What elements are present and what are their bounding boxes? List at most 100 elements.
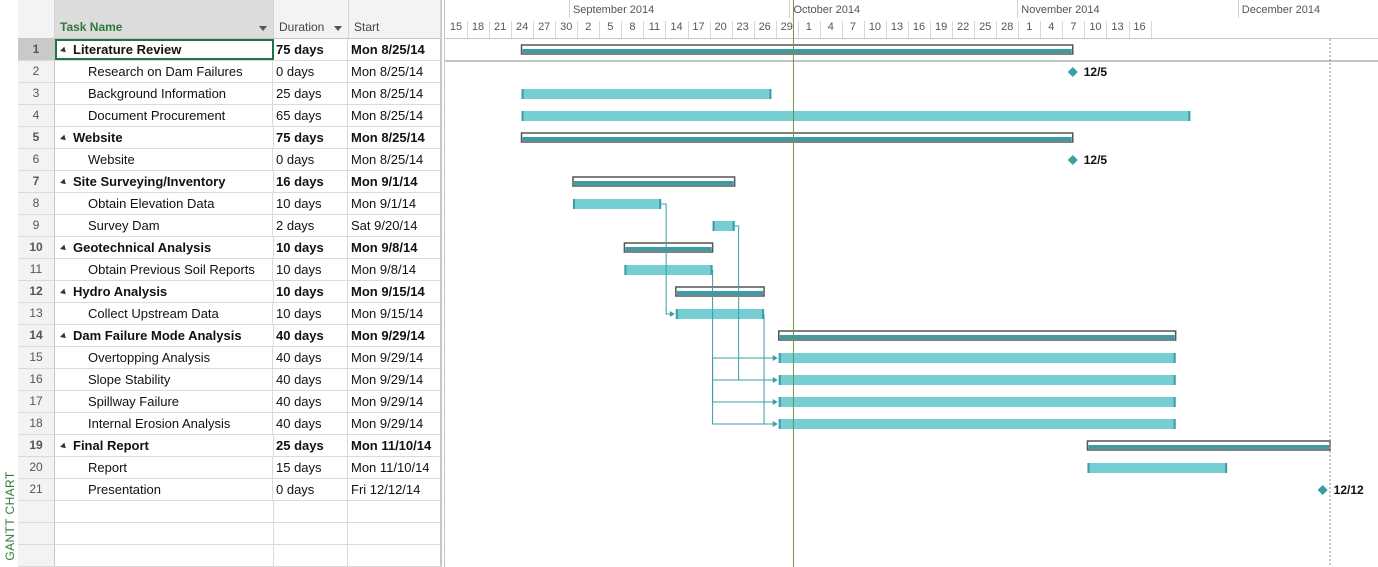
task-name-cell[interactable]: Obtain Previous Soil Reports xyxy=(55,259,273,280)
start-cell[interactable] xyxy=(349,501,441,522)
task-bar-end-mark[interactable] xyxy=(1173,353,1176,363)
task-bar-start-mark[interactable] xyxy=(624,265,627,275)
chevron-down-icon[interactable] xyxy=(334,26,342,31)
task-bar-start-mark[interactable] xyxy=(1087,463,1090,473)
row-id[interactable]: 7 xyxy=(18,171,55,192)
row-id[interactable]: 14 xyxy=(18,325,55,346)
task-name-cell[interactable]: Spillway Failure xyxy=(55,391,273,412)
task-bar[interactable] xyxy=(1087,463,1228,473)
summary-bar-fill[interactable] xyxy=(779,335,1175,339)
task-bar-end-mark[interactable] xyxy=(1173,419,1176,429)
row-id[interactable]: 4 xyxy=(18,105,55,126)
task-name-cell[interactable]: Slope Stability xyxy=(55,369,273,390)
start-cell[interactable]: Mon 9/1/14 xyxy=(349,193,441,214)
duration-cell[interactable] xyxy=(274,545,348,566)
task-bar-end-mark[interactable] xyxy=(1173,397,1176,407)
task-bar-start-mark[interactable] xyxy=(778,419,781,429)
collapse-triangle-icon[interactable] xyxy=(60,178,68,186)
duration-cell[interactable]: 0 days xyxy=(274,149,348,170)
task-name-cell[interactable]: Website xyxy=(55,127,274,148)
duration-cell[interactable]: 16 days xyxy=(274,171,348,192)
row-id[interactable]: 20 xyxy=(18,457,55,478)
empty-row[interactable] xyxy=(18,501,441,523)
start-cell[interactable]: Mon 9/8/14 xyxy=(349,259,441,280)
start-cell[interactable]: Mon 11/10/14 xyxy=(349,457,441,478)
summary-task-row[interactable]: 5 Website 75 days Mon 8/25/14 xyxy=(18,127,441,149)
task-row[interactable]: 13 Collect Upstream Data 10 days Mon 9/15/1… xyxy=(18,303,441,325)
task-name-column-header[interactable]: Task Name xyxy=(55,0,274,38)
task-name-cell[interactable]: Report xyxy=(55,457,273,478)
task-bar-end-mark[interactable] xyxy=(1188,111,1191,121)
collapse-triangle-icon[interactable] xyxy=(60,288,68,296)
task-row[interactable]: 4 Document Procurement 65 days Mon 8/25/14 xyxy=(18,105,441,127)
task-name-cell[interactable] xyxy=(55,523,274,544)
summary-bar-fill[interactable] xyxy=(1088,445,1329,449)
task-bar-start-mark[interactable] xyxy=(521,89,524,99)
start-cell[interactable] xyxy=(349,523,441,544)
start-cell[interactable]: Mon 8/25/14 xyxy=(349,105,441,126)
duration-cell[interactable]: 75 days xyxy=(274,127,348,148)
task-name-cell[interactable]: Obtain Elevation Data xyxy=(55,193,273,214)
row-id[interactable]: 21 xyxy=(18,479,55,500)
duration-cell[interactable]: 0 days xyxy=(274,479,348,500)
task-name-cell[interactable]: Research on Dam Failures xyxy=(55,61,273,82)
duration-cell[interactable]: 10 days xyxy=(274,281,348,302)
duration-cell[interactable]: 2 days xyxy=(274,215,348,236)
duration-cell[interactable]: 0 days xyxy=(274,61,348,82)
duration-cell[interactable]: 10 days xyxy=(274,303,348,324)
summary-bar-fill[interactable] xyxy=(625,247,712,251)
duration-column-header[interactable]: Duration xyxy=(274,0,349,38)
task-row[interactable]: 3 Background Information 25 days Mon 8/25/1… xyxy=(18,83,441,105)
start-cell[interactable]: Mon 9/8/14 xyxy=(349,237,441,258)
duration-cell[interactable]: 40 days xyxy=(274,413,348,434)
task-bar-start-mark[interactable] xyxy=(778,397,781,407)
summary-task-row[interactable]: 12 Hydro Analysis 10 days Mon 9/15/14 xyxy=(18,281,441,303)
start-cell[interactable]: Mon 8/25/14 xyxy=(349,39,441,60)
task-row[interactable]: 15 Overtopping Analysis 40 days Mon 9/29/14 xyxy=(18,347,441,369)
task-row[interactable]: 21 Presentation 0 days Fri 12/12/14 xyxy=(18,479,441,501)
summary-task-row[interactable]: 10 Geotechnical Analysis 10 days Mon 9/8/14 xyxy=(18,237,441,259)
task-name-cell[interactable]: Final Report xyxy=(55,435,274,456)
start-cell[interactable]: Mon 9/29/14 xyxy=(349,391,441,412)
summary-bar-fill[interactable] xyxy=(573,181,734,185)
duration-cell[interactable]: 40 days xyxy=(274,325,348,346)
task-row[interactable]: 6 Website 0 days Mon 8/25/14 xyxy=(18,149,441,171)
duration-cell[interactable]: 15 days xyxy=(274,457,348,478)
task-name-cell[interactable]: Website xyxy=(55,149,273,170)
duration-cell[interactable]: 75 days xyxy=(274,39,348,60)
duration-cell[interactable]: 10 days xyxy=(274,193,348,214)
duration-cell[interactable]: 10 days xyxy=(274,237,348,258)
task-bar-start-mark[interactable] xyxy=(778,353,781,363)
start-cell[interactable]: Mon 8/25/14 xyxy=(349,83,441,104)
collapse-triangle-icon[interactable] xyxy=(60,134,68,142)
start-cell[interactable]: Fri 12/12/14 xyxy=(349,479,441,500)
row-id[interactable]: 1 xyxy=(18,39,55,60)
task-name-cell[interactable] xyxy=(55,545,274,566)
duration-cell[interactable]: 40 days xyxy=(274,347,348,368)
task-bar-end-mark[interactable] xyxy=(710,265,713,275)
task-bar-end-mark[interactable] xyxy=(769,89,772,99)
task-name-cell[interactable]: Collect Upstream Data xyxy=(55,303,273,324)
duration-cell[interactable] xyxy=(274,501,348,522)
start-cell[interactable]: Sat 9/20/14 xyxy=(349,215,441,236)
row-id[interactable]: 3 xyxy=(18,83,55,104)
row-id-header[interactable] xyxy=(18,0,55,38)
task-bar-end-mark[interactable] xyxy=(762,309,765,319)
collapse-triangle-icon[interactable] xyxy=(60,244,68,252)
start-cell[interactable]: Mon 9/29/14 xyxy=(349,413,441,434)
task-bar[interactable] xyxy=(521,89,772,99)
start-cell[interactable]: Mon 8/25/14 xyxy=(349,127,441,148)
task-name-cell[interactable]: Internal Erosion Analysis xyxy=(55,413,273,434)
task-row[interactable]: 11 Obtain Previous Soil Reports 10 days Mon… xyxy=(18,259,441,281)
task-name-cell[interactable]: Site Surveying/Inventory xyxy=(55,171,274,192)
start-cell[interactable]: Mon 11/10/14 xyxy=(349,435,441,456)
start-cell[interactable]: Mon 8/25/14 xyxy=(349,149,441,170)
row-id[interactable]: 11 xyxy=(18,259,55,280)
task-bar-end-mark[interactable] xyxy=(1173,375,1176,385)
summary-bar-fill[interactable] xyxy=(522,137,1072,141)
task-bar[interactable] xyxy=(572,199,662,209)
summary-task-row[interactable]: 14 Dam Failure Mode Analysis 40 days Mon 9/… xyxy=(18,325,441,347)
task-bar-end-mark[interactable] xyxy=(659,199,662,209)
task-row[interactable]: 8 Obtain Elevation Data 10 days Mon 9/1/14 xyxy=(18,193,441,215)
task-row[interactable]: 2 Research on Dam Failures 0 days Mon 8/25/… xyxy=(18,61,441,83)
